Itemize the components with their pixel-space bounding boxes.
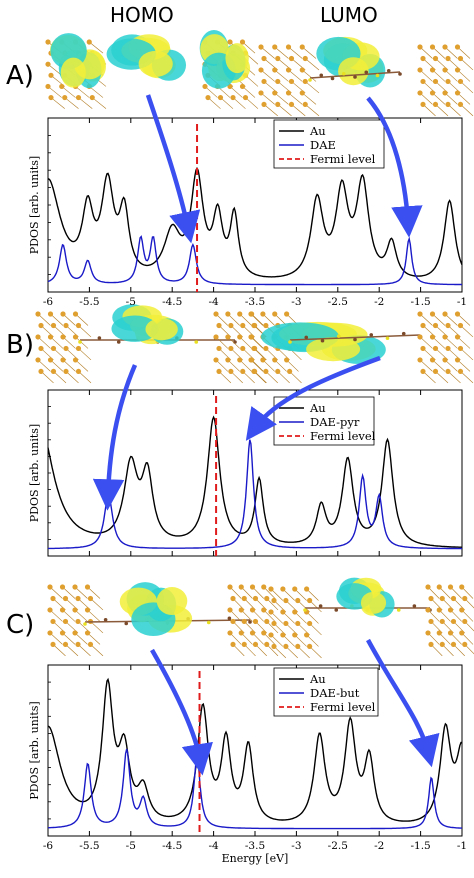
x-tick-label: -3	[291, 840, 301, 852]
series-line-au	[47, 677, 463, 822]
x-tick-label: -1	[457, 840, 467, 852]
gold-electrode-icon	[268, 586, 322, 659]
panel-b-label: B)	[6, 330, 34, 360]
legend-label: DAE	[310, 138, 336, 152]
x-tick-label: -3.5	[245, 840, 265, 852]
gold-electrode-icon	[417, 311, 474, 384]
homo-header: HOMO	[110, 3, 174, 27]
legend-label: Au	[309, 124, 326, 138]
x-tick-label: -2	[374, 840, 384, 852]
x-tick-label: -6	[43, 296, 54, 308]
orbital-isosurface-icon	[199, 30, 251, 89]
gold-electrode-icon	[47, 584, 104, 657]
orbital-to-peak-arrow	[366, 638, 440, 768]
legend-box	[273, 667, 379, 717]
plot-a: -6 -5.5 -5 -4.5 -4 -3.5 -3 -2.5 -2 -1.5 -1 PDOS [ar…	[28, 117, 467, 308]
panel-a-label: A)	[6, 61, 34, 91]
orbital-isosurface-icon	[336, 577, 395, 618]
legend-box	[273, 119, 385, 169]
legend-label: DAE-but	[310, 686, 360, 700]
x-tick-label: -3	[291, 296, 301, 308]
legend-label: Fermi level	[310, 152, 376, 166]
orbital-to-peak-arrow	[366, 96, 423, 238]
lumo-header: LUMO	[320, 3, 378, 27]
orbital-to-peak-arrow	[145, 94, 201, 244]
x-tick-label: -6	[43, 840, 54, 852]
series-line-au	[47, 166, 463, 278]
series-line-dae-but	[47, 748, 462, 830]
orbital-isosurface-icon	[119, 582, 193, 636]
x-tick-label: -5.5	[79, 296, 99, 308]
orbital-to-peak-arrow	[92, 364, 138, 511]
legend-label: Fermi level	[310, 700, 376, 714]
legend-label: Au	[309, 672, 326, 686]
x-tick-label: -5.5	[79, 840, 99, 852]
x-tick-label: -4.5	[162, 296, 182, 308]
legend-label: Fermi level	[310, 429, 376, 443]
orbital-isosurface-icon	[111, 304, 184, 345]
y-axis-label: PDOS [arb. units]	[28, 156, 41, 254]
gold-electrode-icon	[213, 311, 267, 384]
orbital-isosurface-icon	[106, 34, 187, 81]
gold-electrode-icon	[227, 584, 279, 657]
orbital-to-peak-arrow	[245, 355, 381, 441]
series-line-dae	[47, 235, 462, 286]
gold-electrode-icon	[417, 44, 474, 117]
x-tick-label: -3.5	[245, 296, 265, 308]
series-line-dae-pyr	[48, 439, 462, 550]
x-tick-label: -1.5	[410, 840, 430, 852]
legend-label: Au	[309, 401, 326, 415]
y-axis-label: PDOS [arb. units]	[28, 424, 41, 522]
panel-c-label: C)	[6, 610, 34, 640]
x-tick-label: -4	[208, 296, 219, 308]
x-tick-label: -2	[374, 296, 384, 308]
gold-electrode-icon	[258, 44, 320, 117]
x-tick-label: -2.5	[328, 840, 348, 852]
y-axis-label: PDOS [arb. units]	[28, 701, 41, 799]
orbital-isosurface-icon	[261, 321, 386, 364]
x-tick-label: -5	[126, 840, 136, 852]
x-tick-label: -4.5	[162, 840, 182, 852]
gold-electrode-icon	[35, 311, 92, 384]
x-tick-label: -4	[208, 840, 219, 852]
gold-electrode-icon	[425, 584, 474, 657]
orbital-to-peak-arrow	[150, 648, 213, 776]
orbital-isosurface-icon	[316, 36, 386, 88]
legend-box	[273, 396, 375, 446]
x-tick-label: -5	[126, 296, 136, 308]
orbital-isosurface-icon	[49, 33, 106, 89]
x-tick-label: -2.5	[328, 296, 348, 308]
legend-label: DAE-pyr	[310, 415, 360, 429]
plot-c: -6 -5.5 -5 -4.5 -4 -3.5 -3 -2.5 -2 -1.5 -1 PDOS [ar…	[28, 664, 467, 865]
molecule-chain-icon	[308, 68, 402, 82]
x-tick-label: -1	[457, 296, 467, 308]
x-axis-label: Energy [eV]	[222, 852, 289, 865]
x-tick-label: -1.5	[410, 296, 430, 308]
